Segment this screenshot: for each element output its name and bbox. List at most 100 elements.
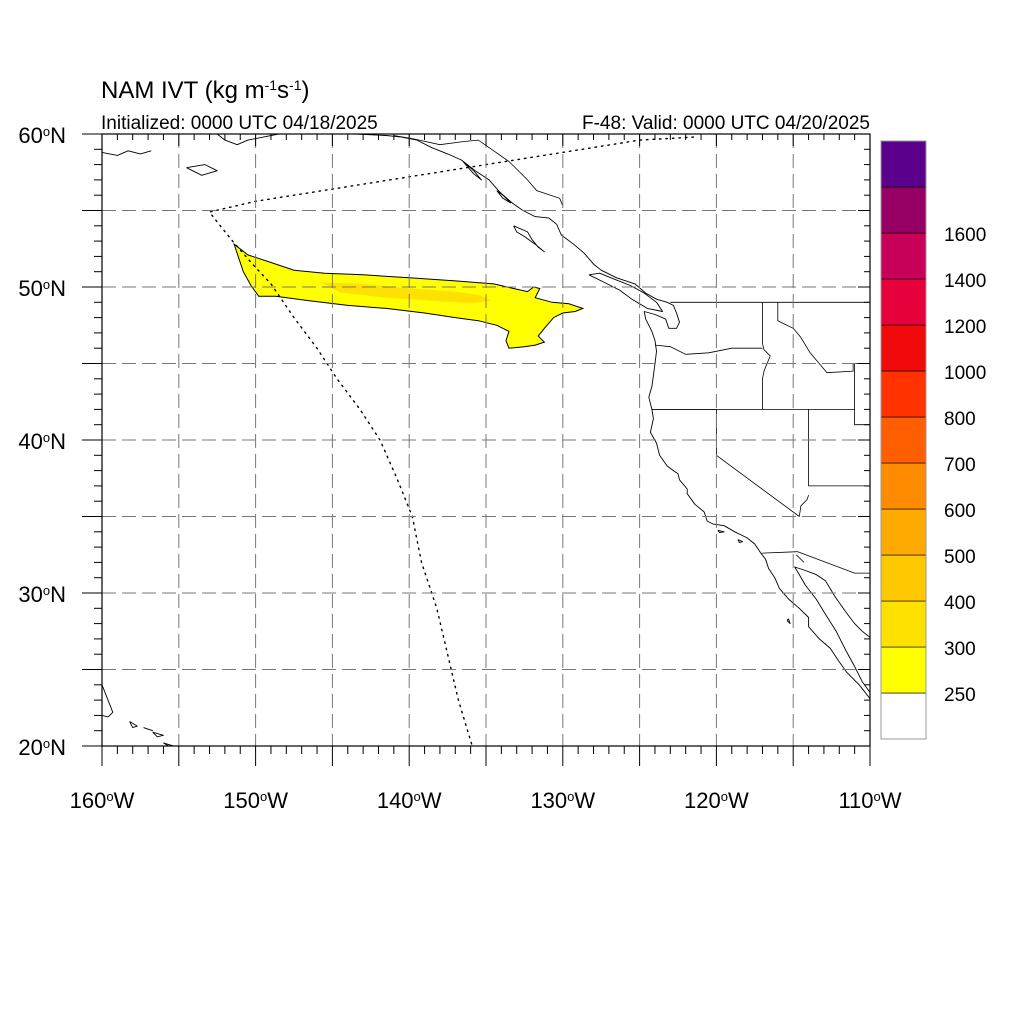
coastline xyxy=(186,164,218,176)
colorbar-label: 300 xyxy=(944,639,976,660)
hemisphere-letter: N xyxy=(50,735,66,760)
hemisphere-letter: W xyxy=(267,788,288,813)
coastline xyxy=(496,190,512,204)
label-number: 130 xyxy=(530,788,567,813)
label-number: 20 xyxy=(18,735,42,760)
colorbar-label: 1400 xyxy=(944,271,986,292)
colorbar-label: 600 xyxy=(944,501,976,522)
political-border xyxy=(393,135,564,207)
valid-time-label: F-48: Valid: 0000 UTC 04/20/2025 xyxy=(582,113,870,134)
colorbar-label: 400 xyxy=(944,593,976,614)
title-main: NAM IVT (kg m xyxy=(101,77,265,104)
colorbar-legend: 250 300 400 500 600 700 800 1000 1200 1400 1600 xyxy=(880,140,986,740)
political-border xyxy=(654,344,763,355)
degree-symbol: o xyxy=(567,789,574,804)
label-number: 120 xyxy=(684,788,721,813)
lon-label: 150oW xyxy=(223,788,288,813)
lon-label: 110oW xyxy=(838,788,901,813)
colorbar-swatch xyxy=(880,140,927,188)
colorbar-label: 1000 xyxy=(944,363,986,384)
degree-symbol: o xyxy=(43,583,50,598)
political-border xyxy=(760,551,798,554)
political-border xyxy=(808,409,870,487)
colorbar-swatch xyxy=(880,416,927,464)
coastline xyxy=(462,161,482,181)
label-number: 110 xyxy=(838,788,873,813)
colorbar-swatch xyxy=(880,324,927,372)
label-number: 40 xyxy=(18,429,42,454)
colorbar-swatch xyxy=(880,646,927,694)
hemisphere-letter: N xyxy=(50,582,66,607)
coastline xyxy=(794,566,870,693)
ivt-shading-300 xyxy=(320,282,493,304)
colorbar-swatch xyxy=(880,462,927,510)
political-border xyxy=(777,302,870,374)
colorbar-label: 1600 xyxy=(944,225,986,246)
hemisphere-letter: W xyxy=(728,788,749,813)
political-border xyxy=(762,302,771,410)
hemisphere-letter: N xyxy=(50,276,66,301)
degree-symbol: o xyxy=(43,124,50,139)
map-clip-group xyxy=(102,134,870,746)
degree-symbol: o xyxy=(874,789,881,804)
colorbar-label: 700 xyxy=(944,455,976,476)
label-number: 50 xyxy=(18,276,42,301)
label-number: 30 xyxy=(18,582,42,607)
colorbar-label: 1200 xyxy=(944,317,986,338)
map-title: NAM IVT (kg m-1s-1) xyxy=(101,77,309,104)
hemisphere-letter: W xyxy=(881,788,902,813)
colorbar-label: 800 xyxy=(944,409,976,430)
degree-symbol: o xyxy=(43,736,50,751)
degree-symbol: o xyxy=(260,789,267,804)
domain-boundary-dotted xyxy=(208,136,695,746)
political-border xyxy=(796,554,805,563)
degree-symbol: o xyxy=(43,430,50,445)
lat-label: 20oN xyxy=(18,735,66,760)
title-s: s xyxy=(277,77,289,104)
label-number: 60 xyxy=(18,123,42,148)
lat-label: 40oN xyxy=(18,429,66,454)
political-border xyxy=(797,551,870,574)
colorbar-swatch xyxy=(880,508,927,556)
colorbar-label: 250 xyxy=(944,685,976,706)
degree-symbol: o xyxy=(106,789,113,804)
degree-symbol: o xyxy=(414,789,421,804)
colorbar-swatch xyxy=(880,232,927,280)
coastline xyxy=(102,684,114,718)
coastline xyxy=(129,721,138,729)
lat-label: 30oN xyxy=(18,582,66,607)
colorbar-frame xyxy=(880,140,927,740)
lat-label: 60oN xyxy=(18,123,66,148)
colorbar-swatch xyxy=(880,554,927,602)
label-number: 140 xyxy=(377,788,414,813)
political-border xyxy=(716,409,800,517)
label-number: 150 xyxy=(223,788,260,813)
coastline xyxy=(102,150,152,156)
hemisphere-letter: N xyxy=(50,429,66,454)
hemisphere-letter: W xyxy=(114,788,135,813)
title-sup-1: -1 xyxy=(265,77,278,93)
lon-label: 140oW xyxy=(377,788,442,813)
coastline xyxy=(717,529,725,534)
initialized-label: Initialized: 0000 UTC 04/18/2025 xyxy=(101,113,378,134)
lon-label: 160oW xyxy=(70,788,135,813)
coastline xyxy=(588,272,664,312)
label-number: 160 xyxy=(70,788,107,813)
lon-label: 130oW xyxy=(530,788,595,813)
coastline xyxy=(330,134,870,699)
colorbar-swatch xyxy=(880,278,927,326)
coastline xyxy=(163,742,176,746)
hemisphere-letter: W xyxy=(574,788,595,813)
lon-label: 120oW xyxy=(684,788,749,813)
coastline xyxy=(737,539,743,543)
colorbar-swatch xyxy=(880,692,927,740)
hemisphere-letter: W xyxy=(421,788,442,813)
title-sup-2: -1 xyxy=(289,77,302,93)
coastline xyxy=(216,134,279,146)
title-close: ) xyxy=(301,77,309,104)
colorbar-swatch xyxy=(880,186,927,234)
coastline xyxy=(143,727,154,732)
degree-symbol: o xyxy=(43,277,50,292)
